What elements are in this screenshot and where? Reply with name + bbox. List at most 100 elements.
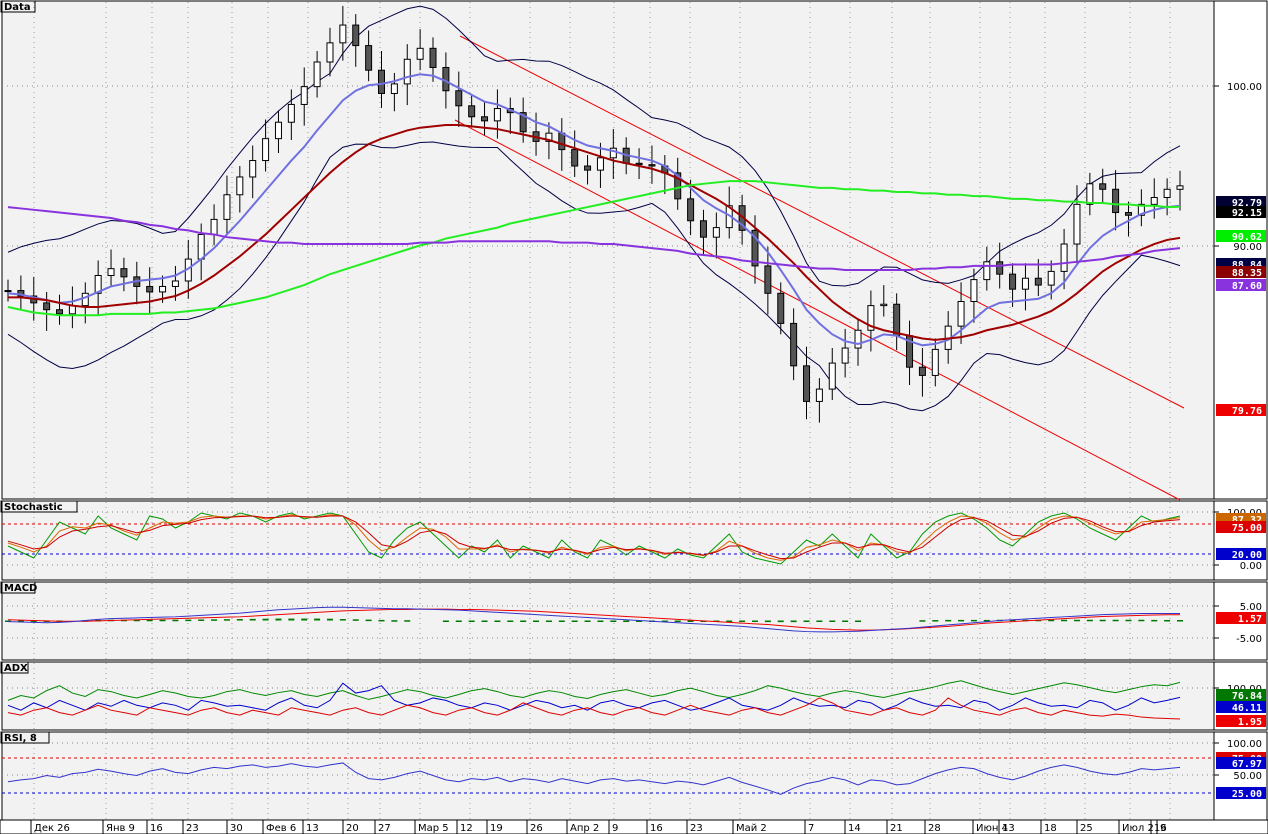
macd-histogram-bar [326, 618, 333, 621]
x-tick-label: Июн 4 [976, 823, 1008, 834]
macd-histogram-bar [494, 620, 501, 622]
x-tick-label: 16 [150, 823, 163, 834]
macd-histogram-bar [1164, 619, 1171, 622]
candle-body [983, 261, 991, 281]
macd-histogram-bar [1061, 619, 1068, 622]
macd-histogram-bar [726, 620, 733, 622]
macd-histogram-bar [777, 620, 784, 623]
moving-average-line [7, 180, 1181, 317]
macd-histogram-bar [30, 620, 37, 622]
candle-body [300, 86, 308, 105]
candle-body [403, 58, 411, 85]
macd-histogram-bar [17, 620, 24, 622]
indicator-line [7, 680, 1181, 701]
macd-histogram-bar [1086, 619, 1093, 622]
x-tick-label: 12 [460, 823, 473, 834]
x-tick-label: Апр 2 [570, 823, 599, 834]
macd-histogram-bar [133, 619, 140, 622]
candle-body [635, 162, 643, 166]
macd-histogram-bar [391, 620, 398, 622]
candle-body [1009, 273, 1017, 290]
value-marker [1216, 757, 1266, 769]
candle-body [571, 149, 579, 167]
candle-body [442, 66, 450, 92]
plot-area [1, 0, 1215, 500]
moving-average-line [7, 73, 1181, 347]
candle-body [815, 388, 823, 402]
candle-body [1150, 196, 1158, 205]
value-marker [1216, 787, 1266, 799]
candle-body [56, 309, 64, 315]
candle-body [120, 268, 128, 278]
y-tick-label: 90.00 [1233, 242, 1262, 253]
x-tick-label: 30 [230, 823, 243, 834]
macd-histogram-bar [1151, 619, 1158, 622]
candle-body [1137, 203, 1145, 216]
value-marker [1216, 701, 1266, 713]
candle-body [171, 280, 179, 287]
macd-histogram-bar [610, 620, 617, 622]
candle-body [197, 233, 205, 260]
candle-body [674, 172, 682, 200]
candle-body [159, 285, 167, 293]
candle-body [249, 160, 257, 178]
macd-histogram-bar [507, 620, 514, 622]
macd-histogram-bar [919, 620, 926, 622]
indicator-line [7, 762, 1181, 795]
candle-body [146, 285, 154, 293]
macd-histogram-bar [211, 619, 218, 621]
candle-body [1021, 277, 1029, 290]
macd-histogram-bar [301, 618, 308, 621]
value-marker-label: 1.57 [1238, 614, 1262, 625]
candle-body [751, 229, 759, 267]
x-tick-label: Дек 26 [34, 823, 70, 834]
value-marker [1216, 521, 1266, 533]
value-marker [1216, 612, 1266, 624]
indicator-line [7, 512, 1181, 565]
y-tick-label: 0.00 [1240, 561, 1262, 572]
macd-histogram-bar [855, 620, 862, 622]
candle-body [365, 45, 373, 71]
candle-body [455, 90, 463, 107]
macd-histogram-bar [958, 619, 965, 622]
macd-histogram-bar [1048, 619, 1055, 622]
plot-area [1, 731, 1215, 821]
candle-body [596, 157, 604, 171]
macd-histogram-bar [520, 620, 527, 622]
value-marker-label: 92.79 [1232, 198, 1262, 209]
y-tick-label: 100.00 [1227, 82, 1262, 93]
value-marker-label: 90.62 [1232, 232, 1262, 243]
macd-histogram-bar [842, 620, 849, 622]
macd-histogram-bar [352, 619, 359, 621]
candle-body [17, 290, 25, 297]
macd-histogram-bar [339, 619, 346, 621]
candle-body [893, 303, 901, 337]
candle-body [699, 220, 707, 238]
y-tick-label: -5.00 [1236, 634, 1262, 645]
macd-histogram-bar [198, 619, 205, 621]
candle-body [4, 290, 12, 293]
panel-title-box [0, 0, 36, 13]
macd-histogram-bar [597, 620, 604, 622]
macd-histogram-bar [404, 620, 411, 622]
candle-body [1099, 183, 1107, 190]
candle-body [841, 347, 849, 364]
macd-histogram-bar [983, 619, 990, 622]
macd-histogram-bar [623, 620, 630, 622]
candle-body [68, 305, 76, 315]
macd-histogram-bar [739, 620, 746, 622]
y-tick-label: 50.00 [1233, 771, 1262, 782]
macd-histogram-bar [1177, 620, 1183, 622]
macd-histogram-bar [378, 619, 385, 622]
x-tick-label: 16 [1154, 823, 1167, 834]
moving-average-line [8, 123, 1181, 341]
macd-histogram-bar [1112, 619, 1119, 622]
macd-histogram-bar [5, 620, 11, 622]
panel-title-box [0, 500, 78, 513]
x-tick-label: 25 [1080, 823, 1093, 834]
candle-body [352, 24, 360, 47]
value-marker-label: 79.76 [1232, 406, 1262, 417]
candle-body [390, 83, 398, 94]
x-tick-label: 19 [490, 823, 503, 834]
